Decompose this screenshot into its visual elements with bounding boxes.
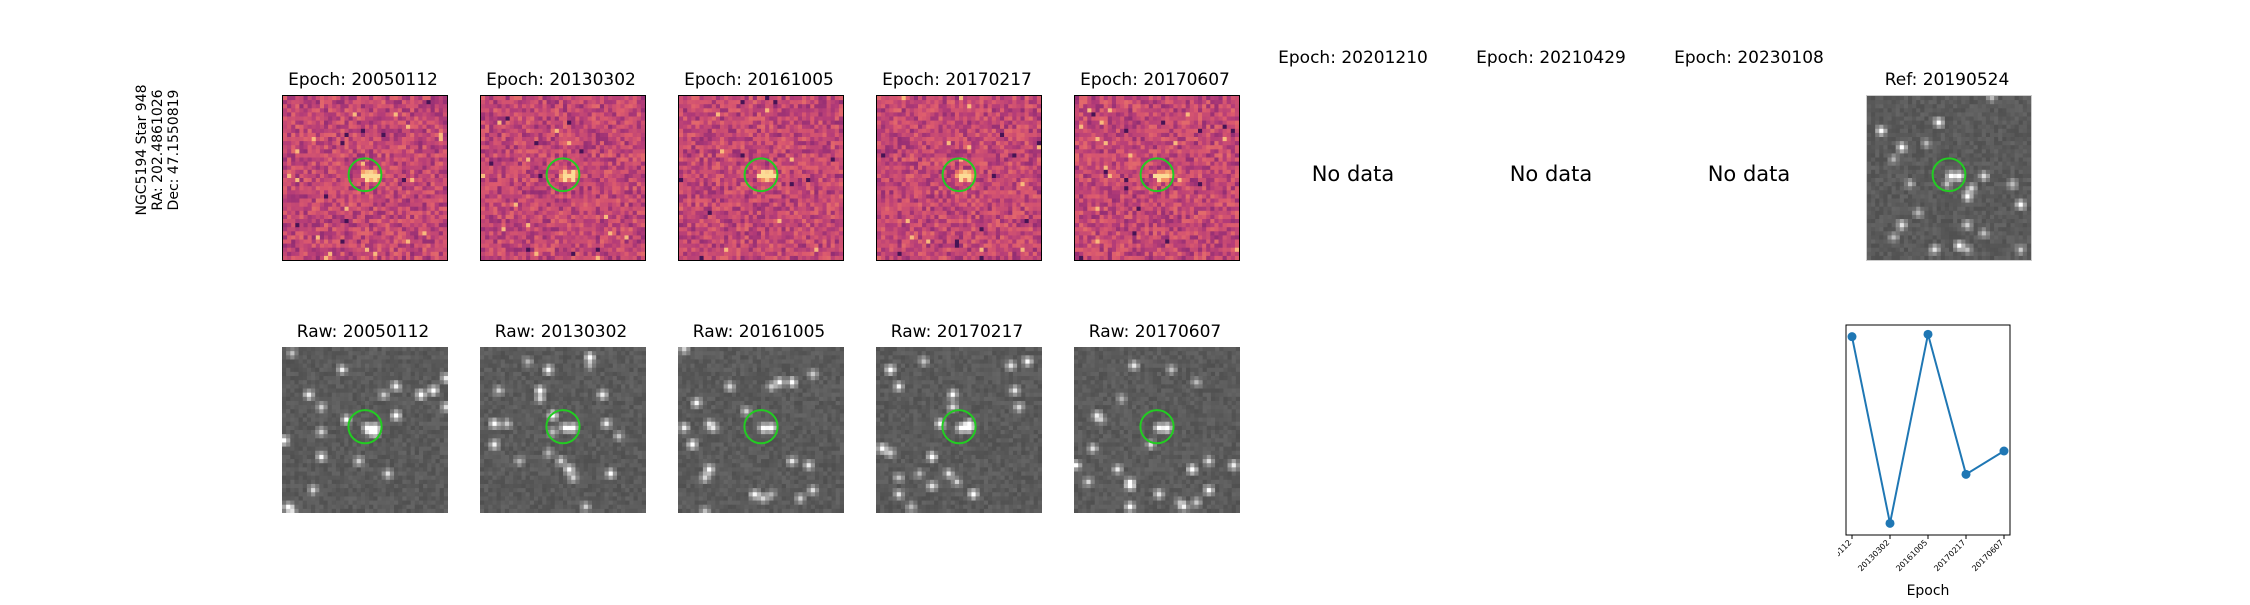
star-ra: RA: 202.4861026 — [150, 55, 166, 245]
diff-image-4 — [876, 95, 1042, 261]
diff-title-2: Epoch: 20130302 — [461, 70, 661, 90]
diff-title-4: Epoch: 20170217 — [857, 70, 1057, 90]
diff-image-3-svg — [679, 96, 843, 260]
raw-image-3 — [678, 347, 844, 513]
raw-title-3: Raw: 20161005 — [659, 322, 859, 342]
raw-title-1: Raw: 20050112 — [263, 322, 463, 342]
diff-image-3 — [678, 95, 844, 261]
raw-image-2 — [480, 347, 646, 513]
diff-title-7: Epoch: 20210429 — [1451, 48, 1651, 68]
data-point — [1848, 332, 1857, 341]
data-point — [1886, 519, 1895, 528]
diff-title-3: Epoch: 20161005 — [659, 70, 859, 90]
diff-image-4-svg — [877, 96, 1041, 260]
nodata-text-6: No data — [1263, 162, 1443, 186]
x-tick-label: 20050112 — [1838, 538, 1853, 573]
x-tick-label: 20130302 — [1856, 538, 1891, 573]
raw-image-4-svg — [876, 347, 1042, 513]
series-line — [1852, 334, 2004, 523]
diff-title-1: Epoch: 20050112 — [263, 70, 463, 90]
ref-image-svg — [1867, 96, 2031, 260]
diff-image-2 — [480, 95, 646, 261]
raw-image-3-svg — [678, 347, 844, 513]
x-tick-label: 20161005 — [1894, 538, 1929, 573]
raw-image-2-svg — [480, 347, 646, 513]
diff-image-5 — [1074, 95, 1240, 261]
star-name: NGC5194 Star 948 — [134, 55, 150, 245]
star-label: NGC5194 Star 948 RA: 202.4861026 Dec: 47… — [134, 55, 182, 245]
data-point — [2000, 447, 2009, 456]
y-axis-label: Diff Flux — [1838, 401, 1842, 459]
raw-image-5-svg — [1074, 347, 1240, 513]
x-tick-label: 20170607 — [1970, 538, 2005, 573]
star-dec: Dec: 47.1550819 — [166, 55, 182, 245]
ref-title: Ref: 20190524 — [1847, 70, 2047, 90]
data-point — [1924, 330, 1933, 339]
raw-image-5 — [1074, 347, 1240, 513]
diff-image-5-svg — [1075, 96, 1239, 260]
x-tick-label: 20170217 — [1932, 538, 1967, 573]
diff-image-1-svg — [283, 96, 447, 260]
raw-image-4 — [876, 347, 1042, 513]
data-point — [1962, 470, 1971, 479]
diff-title-5: Epoch: 20170607 — [1055, 70, 1255, 90]
nodata-text-8: No data — [1659, 162, 1839, 186]
x-axis-label: Epoch — [1907, 583, 1950, 599]
nodata-text-7: No data — [1461, 162, 1641, 186]
raw-image-1-svg — [282, 347, 448, 513]
diff-title-6: Epoch: 20201210 — [1253, 48, 1453, 68]
raw-title-4: Raw: 20170217 — [857, 322, 1057, 342]
raw-title-2: Raw: 20130302 — [461, 322, 661, 342]
raw-image-1 — [282, 347, 448, 513]
raw-title-5: Raw: 20170607 — [1055, 322, 1255, 342]
ref-image — [1866, 95, 2032, 261]
diff-image-1 — [282, 95, 448, 261]
diff-title-8: Epoch: 20230108 — [1649, 48, 1849, 68]
diff-image-2-svg — [481, 96, 645, 260]
